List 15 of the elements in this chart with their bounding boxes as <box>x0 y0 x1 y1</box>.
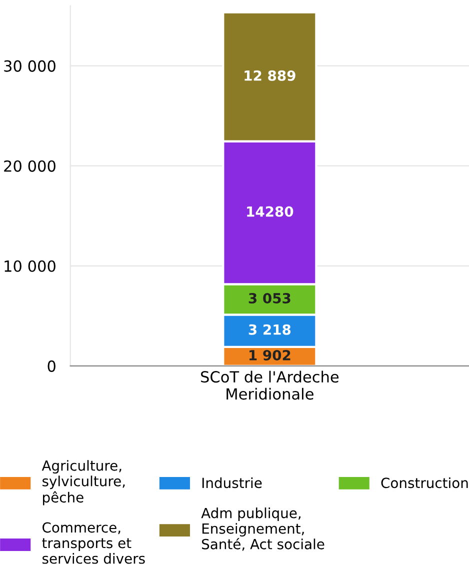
data-label: 14280 <box>247 206 294 217</box>
y-tick-label: 30 000 <box>4 60 56 72</box>
x-tick-label: SCoT de l'Ardeche Meridionale <box>201 370 339 400</box>
data-label: 3 053 <box>248 292 290 304</box>
legend-label: Adm publique, Enseignement, Santé, Act sociale <box>201 508 324 551</box>
legend-label: Commerce, transports et services divers <box>42 522 145 564</box>
data-label: 3 218 <box>248 324 291 335</box>
y-tick-label: 20 000 <box>4 160 56 172</box>
legend-label: Construction <box>381 477 468 488</box>
data-label: 12 889 <box>244 70 296 81</box>
legend-label: Agriculture, sylviculture, pêche <box>42 460 125 506</box>
data-label: 1 902 <box>249 350 290 360</box>
y-tick-label: 0 <box>48 360 56 372</box>
y-tick-label: 10 000 <box>4 260 56 272</box>
legend-label: Industrie <box>202 477 262 488</box>
